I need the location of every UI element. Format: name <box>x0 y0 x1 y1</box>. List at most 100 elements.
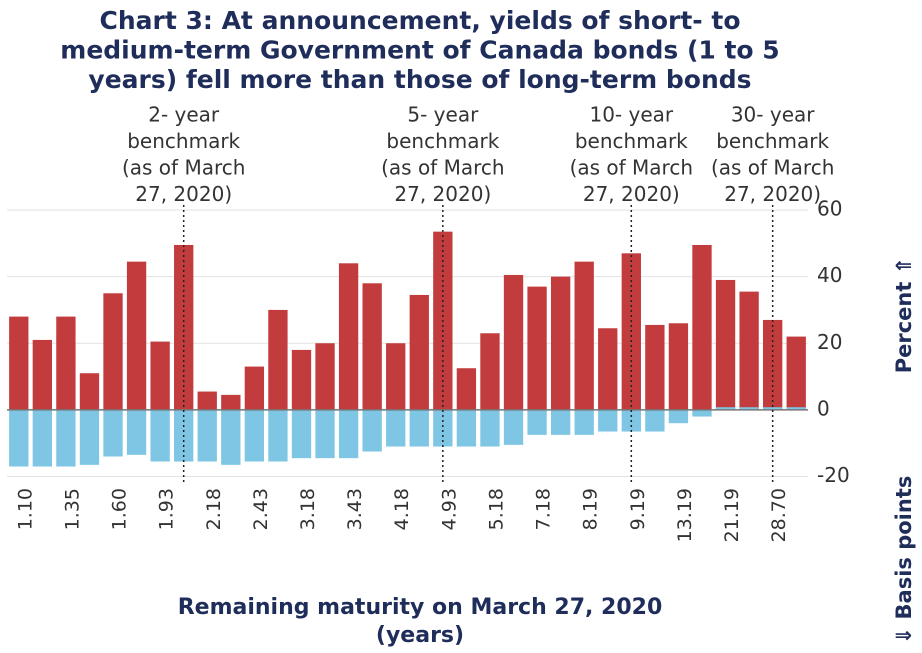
bar <box>598 328 618 410</box>
bar <box>268 409 288 462</box>
x-tick-label: 2.18 <box>203 488 225 530</box>
x-tick-label: 3.18 <box>297 488 319 530</box>
x-tick-label: 7.18 <box>533 488 555 530</box>
bar <box>221 409 241 465</box>
bar <box>291 349 312 410</box>
bar <box>645 324 665 410</box>
bar <box>32 409 52 467</box>
bar <box>409 294 429 410</box>
bar <box>574 409 594 435</box>
bar <box>315 409 335 459</box>
bar <box>79 409 100 465</box>
y-tick-label: 20 <box>817 330 842 354</box>
bar <box>409 409 429 447</box>
bar <box>645 409 665 432</box>
x-tick-label: 21.19 <box>721 488 743 542</box>
bar <box>244 409 265 462</box>
bar <box>79 373 100 410</box>
bar <box>550 276 571 410</box>
bar <box>362 409 382 452</box>
x-axis-label: (years) <box>376 623 464 648</box>
x-tick-label: 1.93 <box>156 488 178 530</box>
bar <box>763 407 783 410</box>
bar <box>197 391 217 410</box>
bar <box>338 409 359 459</box>
bar <box>9 316 29 410</box>
annotation: benchmark <box>716 129 829 153</box>
annotation: (as of March <box>570 156 693 180</box>
bar <box>126 409 147 455</box>
bar <box>527 409 547 435</box>
y-tick-label: 0 <box>817 396 830 420</box>
y-axis-label: Percent ⇑ <box>892 257 916 374</box>
bar <box>291 409 312 459</box>
x-tick-label: 9.19 <box>627 488 649 530</box>
x-axis-label: Remaining maturity on March 27, 2020 <box>178 595 663 620</box>
bar <box>386 409 406 447</box>
y-tick-label: 40 <box>817 263 842 287</box>
x-tick-label: 4.18 <box>391 488 413 530</box>
x-tick-label: 5.18 <box>485 488 507 530</box>
bar <box>786 407 806 410</box>
x-tick-label: 3.43 <box>344 488 366 530</box>
annotation: benchmark <box>127 129 240 153</box>
bar <box>715 279 736 410</box>
annotation: 27, 2020) <box>135 182 232 206</box>
y-tick-label: -20 <box>817 463 850 487</box>
chart-title: Chart 3: At announcement, yields of shor… <box>99 6 740 35</box>
chart-title: medium-term Government of Canada bonds (… <box>60 36 779 65</box>
annotation: 30- year <box>731 103 815 127</box>
bar <box>315 343 335 410</box>
annotation: (as of March <box>122 156 245 180</box>
bar <box>503 274 524 410</box>
x-tick-label: 2.43 <box>250 488 272 530</box>
annotation: (as of March <box>381 156 504 180</box>
x-tick-label: 28.70 <box>768 488 790 542</box>
bar <box>103 409 123 457</box>
bar <box>480 409 500 447</box>
x-tick-label: 1.10 <box>14 488 36 530</box>
bar <box>433 409 453 447</box>
bar <box>56 409 76 467</box>
bar <box>197 409 217 462</box>
bar <box>103 293 123 410</box>
bar <box>739 407 759 410</box>
bar <box>503 409 524 445</box>
bar <box>244 366 265 410</box>
bar <box>456 409 477 447</box>
annotation: (as of March <box>711 156 834 180</box>
bar <box>56 316 76 410</box>
chart-title: years) fell more than those of long-term… <box>88 65 751 94</box>
bar <box>550 409 571 435</box>
bar <box>692 409 712 417</box>
bar <box>786 336 806 410</box>
bar <box>362 283 382 410</box>
bar <box>150 341 170 410</box>
bar <box>763 319 783 410</box>
y-axis-label: ⇓ Basis points <box>892 476 916 645</box>
annotation: 27, 2020) <box>724 182 821 206</box>
bar <box>386 343 406 410</box>
bar <box>32 339 52 410</box>
bar <box>268 309 288 410</box>
bar <box>126 261 147 410</box>
annotation: benchmark <box>386 129 499 153</box>
x-tick-label: 8.19 <box>580 488 602 530</box>
x-tick-label: 4.93 <box>438 488 460 530</box>
annotation: 5- year <box>407 103 479 127</box>
annotation: 27, 2020) <box>583 182 680 206</box>
annotation: 10- year <box>589 103 673 127</box>
bar <box>338 263 359 410</box>
annotation: 27, 2020) <box>394 182 491 206</box>
bar <box>9 409 29 467</box>
bar <box>456 368 477 410</box>
bar <box>668 409 689 424</box>
bar <box>692 244 712 410</box>
x-tick-label: 1.60 <box>109 488 131 530</box>
x-tick-label: 1.35 <box>61 488 83 530</box>
bar <box>150 409 170 462</box>
bar <box>715 407 736 410</box>
x-tick-label: 13.19 <box>674 488 696 542</box>
bar <box>574 261 594 410</box>
